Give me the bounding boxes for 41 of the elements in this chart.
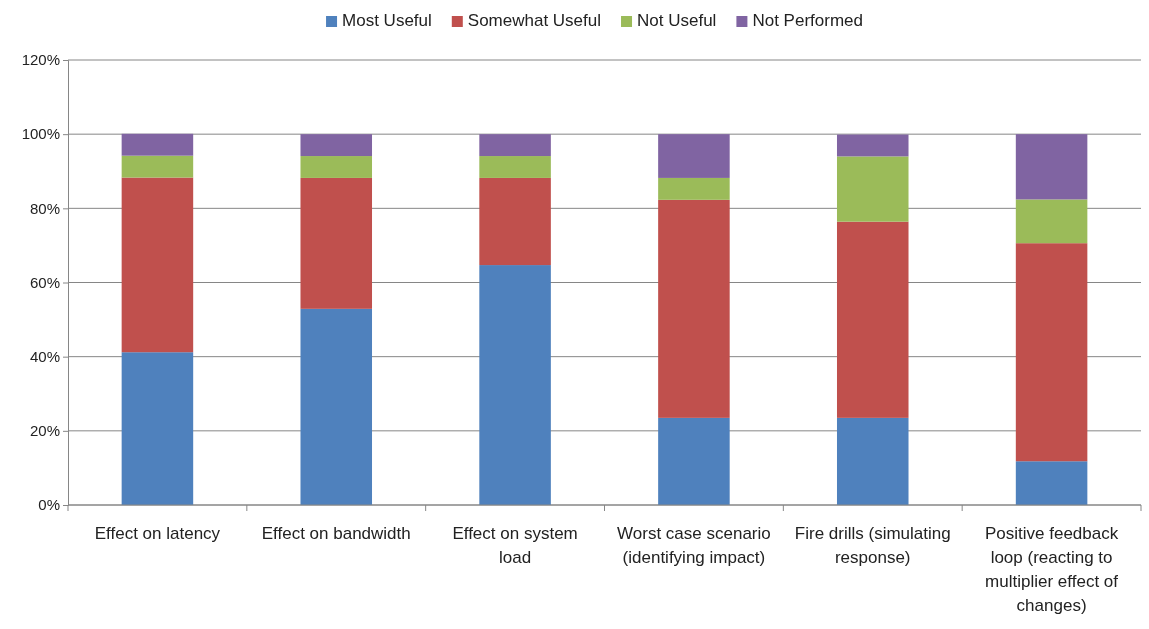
legend-label: Not Performed (752, 11, 863, 30)
bar (1015, 134, 1088, 200)
y-tick-label: 40% (29, 347, 60, 365)
y-tick-label: 100% (21, 125, 60, 143)
bar (300, 134, 373, 157)
x-tick-label: Effect on bandwidth (261, 524, 411, 543)
y-tick-label: 60% (29, 273, 60, 291)
bar (1015, 243, 1088, 462)
bar (836, 156, 909, 222)
x-tick-label: Positive feedback loop (reacting to multiplier effect of changes) (984, 524, 1119, 615)
x-tick-label: Effect on latency (94, 524, 221, 543)
bar (479, 134, 551, 157)
y-tick-label: 120% (21, 51, 60, 69)
bar (658, 134, 730, 178)
legend-label: Most Useful (342, 11, 432, 30)
bar (836, 417, 909, 505)
bar (300, 308, 373, 505)
bar (658, 417, 730, 505)
y-tick-label: 0% (38, 496, 60, 514)
bar (1015, 199, 1088, 244)
bar (121, 133, 194, 156)
bar (121, 177, 194, 353)
bar (836, 134, 909, 157)
bar (1015, 461, 1088, 505)
bar (479, 265, 551, 505)
bar (479, 156, 551, 178)
bar (836, 221, 909, 418)
x-tick-label: Effect on system load (452, 524, 578, 567)
bar (658, 199, 730, 418)
bar (300, 156, 373, 178)
legend-label: Not Useful (637, 11, 717, 30)
bar (121, 155, 194, 178)
x-tick-label: Worst case scenario (identifying impact) (617, 524, 771, 567)
bar (300, 177, 373, 309)
bar (479, 177, 551, 266)
bar (121, 352, 194, 505)
x-tick-label: Fire drills (simulating response) (794, 524, 951, 567)
y-tick-label: 80% (29, 199, 60, 217)
legend-label: Somewhat Useful (467, 11, 602, 30)
y-tick-label: 20% (29, 422, 60, 440)
bar (658, 177, 730, 200)
